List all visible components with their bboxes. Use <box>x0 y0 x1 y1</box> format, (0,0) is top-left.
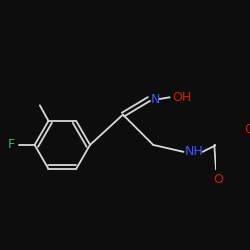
Text: F: F <box>8 138 15 151</box>
Text: OH: OH <box>172 91 192 104</box>
Text: N: N <box>151 92 160 106</box>
Text: NH: NH <box>184 145 203 158</box>
Text: O: O <box>213 173 223 186</box>
Text: O: O <box>244 123 250 136</box>
